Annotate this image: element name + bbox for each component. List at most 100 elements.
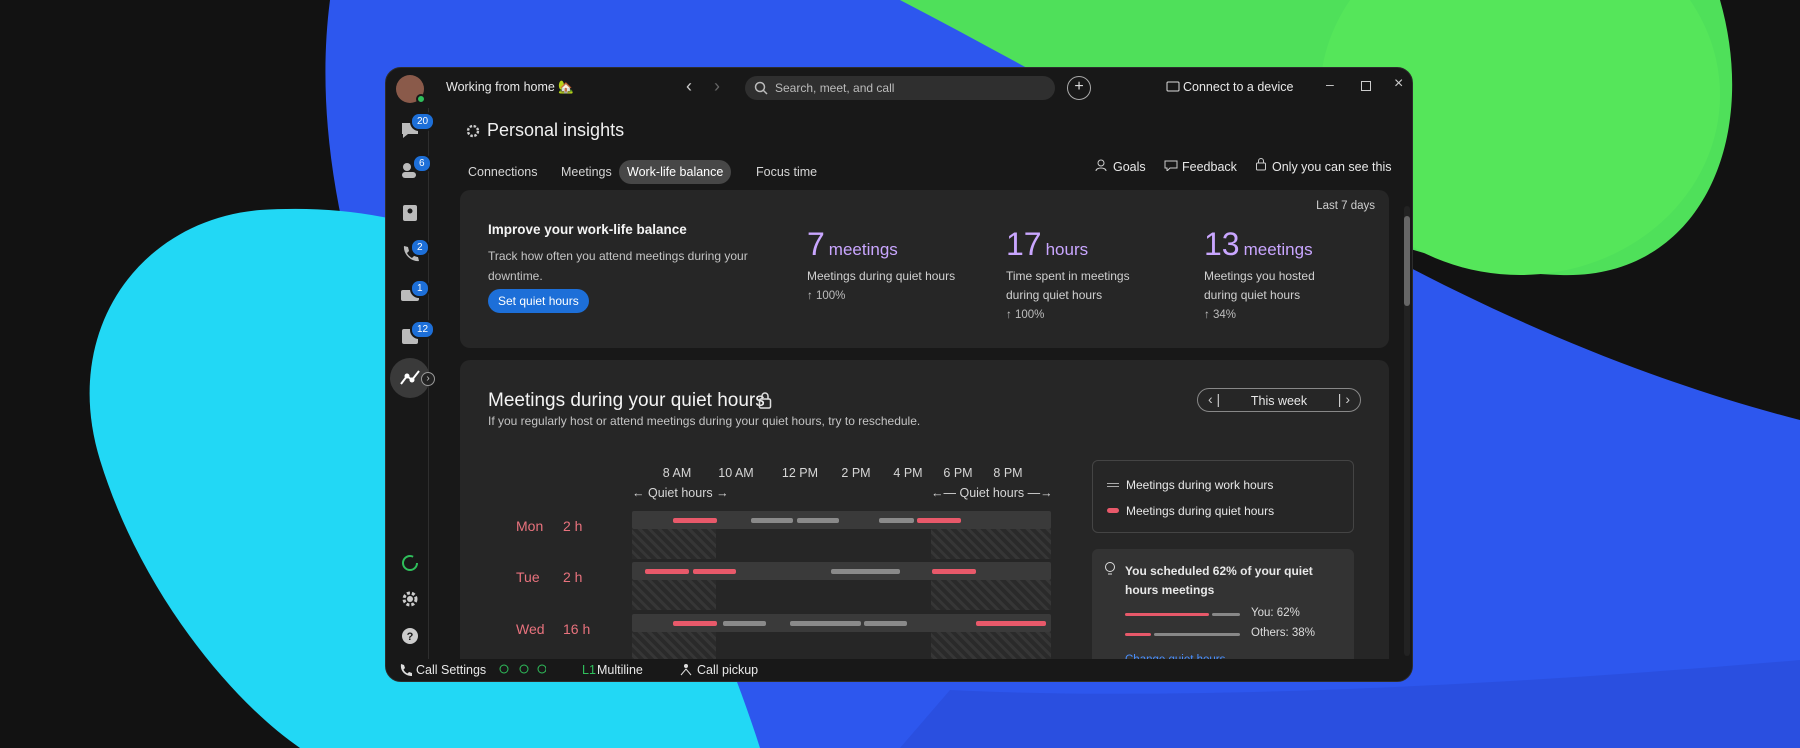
help-icon[interactable]: ? [399, 625, 421, 647]
meeting [879, 518, 914, 523]
multiline[interactable]: Multiline [597, 663, 643, 677]
nav-forward[interactable]: › [714, 76, 720, 96]
quiet-label: Quiet hours [647, 486, 713, 500]
badge: 2 [410, 238, 430, 257]
you-rest [1212, 613, 1240, 616]
gear-icon[interactable] [466, 124, 480, 138]
meeting [645, 569, 689, 574]
week-picker[interactable]: ‹ | This week | › [1197, 388, 1361, 412]
time-label: 12 PM [781, 466, 819, 480]
prev-week[interactable]: ‹ | [1208, 391, 1221, 407]
stat-label: Time spent in meetings during quiet hour… [1006, 269, 1130, 302]
quiet-area [632, 529, 716, 559]
meeting [693, 569, 736, 574]
tab[interactable]: Meetings [561, 165, 612, 179]
legend-entry: Meetings during work hours [1126, 478, 1274, 492]
line-number: L1 [582, 663, 596, 677]
search[interactable]: Search, meet, and call [745, 76, 1055, 100]
set-quiet-hours-button[interactable]: Set quiet hours [488, 289, 589, 313]
day: Wed [516, 621, 545, 637]
you-bar [1125, 613, 1209, 616]
meeting [976, 621, 1046, 626]
quiet-label: Quiet hours [959, 486, 1025, 500]
meeting [831, 569, 900, 574]
connect-device[interactable]: Connect to a device [1183, 80, 1294, 94]
stat-change: ↑ 100% [807, 290, 846, 302]
summary-heading: Improve your work-life balance [488, 222, 687, 237]
day-hours: 2 h [563, 518, 583, 534]
stat: 7 meetings Meetings during quiet hours ↑ 10… [807, 226, 977, 302]
close[interactable]: × [1394, 75, 1404, 92]
status-icons [499, 664, 546, 674]
bulb-icon [1105, 562, 1115, 575]
quiet-area [931, 580, 1051, 610]
meeting [797, 518, 839, 523]
nav-back[interactable]: ‹ [686, 76, 692, 96]
calls-icon[interactable] [399, 243, 421, 265]
tab[interactable]: Work-life balance [619, 160, 732, 184]
stat-value: 17 hours [1006, 226, 1176, 263]
stat-label: Meetings you hosted during quiet hours [1204, 269, 1315, 302]
minimize[interactable]: – [1326, 76, 1334, 92]
stat-number: 13 [1204, 226, 1240, 262]
feedback-icon [1164, 160, 1178, 171]
week-label: This week [1250, 394, 1308, 408]
legend-entry: Meetings during quiet hours [1126, 504, 1275, 518]
others-rest [1154, 633, 1240, 636]
time-label: 8 PM [993, 466, 1023, 480]
tab[interactable]: Focus time [756, 165, 818, 179]
stat-change: ↑ 34% [1204, 309, 1236, 321]
badge: 1 [410, 279, 430, 298]
stat-unit: meetings [1243, 240, 1313, 259]
meeting [723, 621, 766, 626]
status[interactable]: Working from home 🏡 [446, 80, 574, 94]
footer: Call Settings L1 Multiline Call pickup [386, 659, 1412, 681]
day-hours: 16 h [563, 621, 591, 637]
privacy-note: Only you can see this [1272, 160, 1392, 174]
badge: 12 [410, 320, 436, 339]
meeting [917, 518, 961, 523]
time-label: 4 PM [893, 466, 923, 480]
quiet-area [931, 529, 1051, 559]
call-settings[interactable]: Call Settings [416, 663, 487, 677]
next-week[interactable]: | › [1337, 391, 1350, 407]
lock-icon [1256, 158, 1266, 171]
teams-icon[interactable] [399, 159, 421, 181]
insights-icon [400, 370, 420, 385]
badge: 6 [412, 154, 432, 173]
goals[interactable]: Goals [1113, 160, 1146, 174]
presence [416, 94, 426, 104]
expand[interactable]: › [421, 372, 435, 386]
stat: 13 meetings Meetings you hosted during qui… [1204, 226, 1374, 321]
stat-value: 7 meetings [807, 226, 977, 263]
time-label: 8 AM [662, 466, 692, 480]
section-title: Meetings during your quiet hours [488, 390, 765, 411]
scroll-thumb[interactable] [1404, 216, 1410, 306]
stat-change: ↑ 100% [1006, 309, 1045, 321]
legend-swatch [1107, 508, 1119, 513]
maximize[interactable] [1361, 81, 1371, 91]
summary-description: Track how often you attend meetings duri… [488, 249, 748, 283]
feedback[interactable]: Feedback [1182, 160, 1237, 174]
call-pickup[interactable]: Call pickup [697, 663, 759, 677]
stat-unit: hours [1045, 240, 1089, 259]
settings-icon[interactable] [399, 588, 421, 610]
add-button[interactable]: + [1067, 76, 1091, 100]
you-share: You: 62% [1251, 607, 1300, 619]
search-icon [754, 81, 768, 95]
day: Tue [516, 569, 540, 585]
stat: 17 hours Time spent in meetings during qui… [1006, 226, 1176, 321]
lock-icon [758, 392, 772, 409]
contacts-icon[interactable] [399, 202, 421, 224]
tab[interactable]: Connections [468, 165, 538, 179]
others-bar [1125, 633, 1151, 636]
legend: Meetings during work hours Meetings duri… [1092, 460, 1354, 533]
meeting [751, 518, 793, 523]
meeting [790, 621, 861, 626]
section-subtitle: If you regularly host or attend meetings… [488, 414, 921, 428]
sync-icon[interactable] [399, 552, 421, 574]
scrollbar[interactable] [1404, 206, 1410, 656]
device-icon [1166, 81, 1180, 92]
quiet-hours-right: ←— Quiet hours —→ [931, 486, 1053, 500]
